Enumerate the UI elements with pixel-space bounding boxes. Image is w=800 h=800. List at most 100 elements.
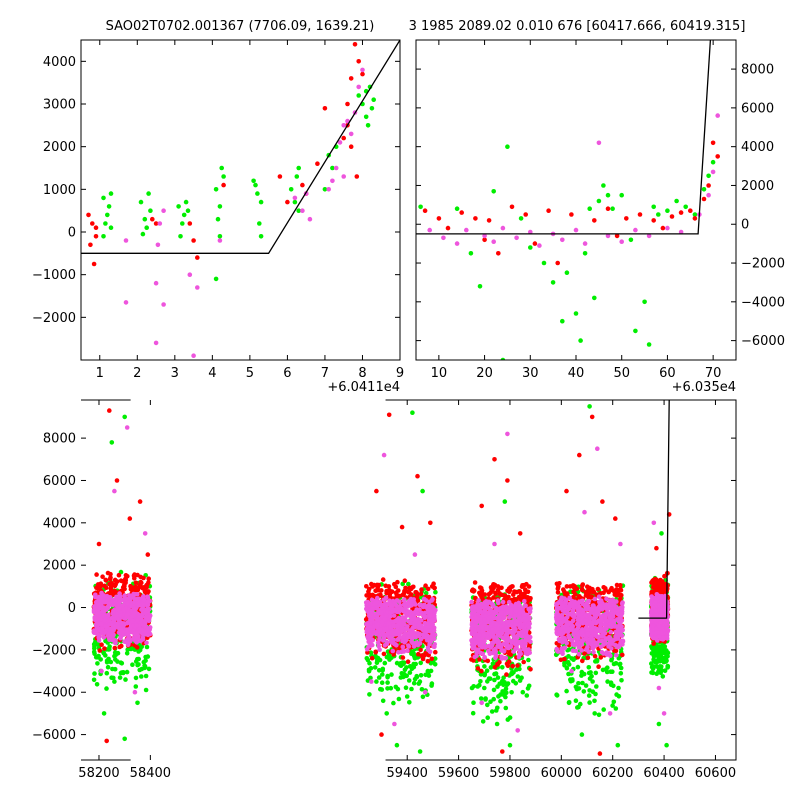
season-0-magenta-point xyxy=(145,626,151,632)
season-0-magenta-point xyxy=(141,594,146,599)
season-1-magenta-point xyxy=(386,621,391,626)
season-0-magenta-point xyxy=(101,593,106,598)
season-2-green-point xyxy=(470,710,476,716)
season-0-magenta-point xyxy=(140,635,146,640)
season-3-magenta-point xyxy=(596,594,602,599)
top-left-red-point-3 xyxy=(88,242,93,248)
season-0-green-point xyxy=(105,664,111,670)
top-right-red-point-22 xyxy=(678,210,684,215)
season-1-magenta-point xyxy=(421,596,427,602)
top-right-red-point-11 xyxy=(546,208,551,213)
season-3-green-point xyxy=(566,662,572,667)
season-2-magenta-point xyxy=(471,631,477,637)
season-1-green-point xyxy=(402,671,407,677)
top-right-red-point-4 xyxy=(473,216,478,221)
season-3-magenta-point xyxy=(592,596,598,602)
season-3-magenta-point xyxy=(579,648,584,653)
season-2-red-point xyxy=(504,672,509,677)
top-right-ytick-label-6: 6000 xyxy=(741,101,774,116)
season-2-magenta-point xyxy=(517,615,522,621)
season-2-magenta-point xyxy=(499,605,505,611)
top-right-red-point-6 xyxy=(486,218,492,223)
season-1-magenta-point xyxy=(374,622,380,628)
top-right-magenta-point-6 xyxy=(500,225,506,231)
season-1-green-point xyxy=(396,696,402,702)
season-1-red-point xyxy=(375,584,381,590)
top-right-ytick-label-5: 4000 xyxy=(741,140,774,155)
season-0-green-point xyxy=(123,677,128,682)
top-left-xtick-label-0: 1 xyxy=(96,366,104,381)
season-1-magenta-point xyxy=(422,634,427,640)
season-2-green-point xyxy=(488,665,494,670)
season-1-red-point xyxy=(418,591,424,597)
season-3-red-point xyxy=(596,664,601,669)
season-3-magenta-point xyxy=(576,635,581,641)
season-3-magenta-point xyxy=(599,607,605,612)
season-0-magenta-point xyxy=(118,626,124,631)
season-0-green-point xyxy=(112,650,118,655)
season-0-green-point xyxy=(94,682,100,687)
top-left-green-point-13 xyxy=(176,204,181,209)
top-left-red-point-8 xyxy=(191,238,196,243)
season-1-green-point xyxy=(393,684,399,690)
top-right-magenta-point-7 xyxy=(514,235,519,241)
season-2-magenta-point xyxy=(490,602,496,608)
top-right-red-point-12 xyxy=(555,260,560,266)
season-0-green-point xyxy=(107,646,112,652)
season-2-magenta-point xyxy=(513,622,518,627)
top-right-magenta-point-16 xyxy=(619,239,624,244)
season-0-red-point xyxy=(146,576,151,581)
season-2-green-point xyxy=(491,696,497,702)
season-1-magenta-point xyxy=(390,648,396,654)
season-2-magenta-point xyxy=(517,640,523,646)
season-0-red-point xyxy=(100,574,105,579)
season-2-red-point xyxy=(518,591,524,597)
top-left-x-offset-label: +6.0411e4 xyxy=(327,380,400,395)
season-2-green-point xyxy=(515,674,521,679)
season-3-red-point xyxy=(558,657,564,663)
season-3-green-point xyxy=(617,661,623,667)
season-3-green-point xyxy=(614,692,619,697)
season-0-magenta-point xyxy=(145,617,151,623)
season-2-magenta-point xyxy=(506,615,512,620)
top-left-green-point-30 xyxy=(253,182,258,188)
top-left-green-point-19 xyxy=(213,187,219,192)
season-1-green-point xyxy=(387,657,392,662)
season-0-magenta-point xyxy=(94,618,99,623)
top-right-ytick-label-3: 0 xyxy=(741,218,749,233)
season-0-red-point xyxy=(112,645,118,651)
season-1-red-point xyxy=(431,581,436,586)
season-0-magenta-point xyxy=(132,606,137,611)
top-right-green-point-29 xyxy=(665,208,670,213)
top-left-green-point-9 xyxy=(146,191,151,196)
season-2-magenta-point xyxy=(483,599,489,604)
season-1-green-point xyxy=(404,665,409,670)
season-3-green-point xyxy=(608,682,614,687)
season-0-green-point xyxy=(124,669,130,675)
top-left-magenta-point-26 xyxy=(341,174,347,179)
season-1-red-point xyxy=(379,588,384,593)
season-2-red-point xyxy=(471,658,476,663)
top-right-green-point-11 xyxy=(560,318,565,324)
top-right-red-point-10 xyxy=(532,241,538,246)
season-0-green-point xyxy=(96,653,101,659)
season-0-magenta-point xyxy=(100,609,105,614)
top-left-xtick-label-5: 6 xyxy=(283,366,291,381)
season-3-red-point xyxy=(562,656,567,662)
season-0-magenta-point xyxy=(107,596,113,601)
top-left-red-point-6 xyxy=(150,216,155,222)
season-3-red-point xyxy=(571,584,577,590)
top-right-green-point-3 xyxy=(477,284,483,289)
season-1-green-point xyxy=(372,665,378,670)
season-3-magenta-point xyxy=(585,631,591,637)
season-0-magenta-point xyxy=(121,622,127,627)
top-right-green-point-19 xyxy=(601,183,606,188)
season-2-green-point xyxy=(500,689,505,694)
season-3-red-point xyxy=(568,584,573,589)
season-1-magenta-point xyxy=(417,602,423,608)
top-right-red-point-17 xyxy=(624,216,629,221)
top-left-red-point-20 xyxy=(348,76,354,81)
top-right-green-point-22 xyxy=(619,192,624,198)
season-1-magenta-point xyxy=(400,644,406,650)
